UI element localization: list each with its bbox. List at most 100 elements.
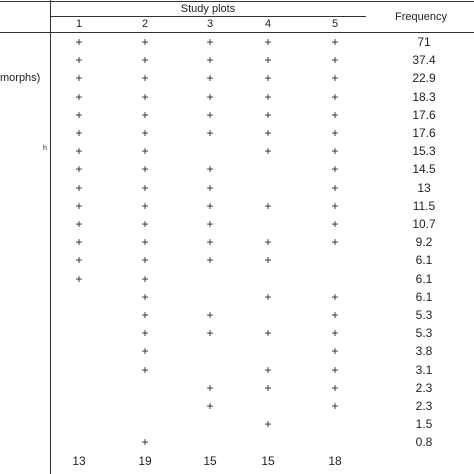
frequency-value: 6.1	[415, 271, 433, 286]
plot-presence-mark: +	[141, 253, 149, 268]
plot-presence-mark: +	[75, 217, 83, 231]
frequency-value: 6.1	[415, 289, 433, 304]
plot-presence-mark: +	[206, 235, 214, 250]
plot-presence-mark: +	[141, 107, 149, 122]
plot-presence-mark: +	[141, 308, 149, 322]
plot-presence-mark: +	[206, 180, 214, 195]
plot-presence-mark: +	[206, 53, 214, 68]
study-plots-heading: Study plots	[180, 3, 236, 15]
plot-presence-mark: +	[141, 217, 149, 231]
plot-presence-mark: +	[75, 144, 83, 159]
plot-presence-mark: +	[264, 107, 272, 122]
plot-presence-mark: +	[331, 107, 339, 122]
header-bottom-rule	[0, 32, 474, 33]
plot-total: 15	[203, 453, 217, 468]
plot-presence-mark: +	[331, 235, 339, 250]
plot-presence-mark: +	[75, 271, 83, 286]
plot-presence-mark: +	[206, 308, 214, 322]
plot-presence-mark: +	[331, 344, 339, 359]
plot-presence-mark: +	[264, 417, 272, 432]
plot-presence-mark: +	[141, 53, 149, 68]
plot-presence-mark: +	[264, 71, 272, 86]
frequency-value: 17.6	[412, 107, 436, 122]
plot-total: 19	[138, 453, 152, 468]
plot-presence-mark: +	[75, 89, 83, 104]
plot-presence-mark: +	[331, 198, 339, 213]
plot-total: 13	[72, 453, 86, 468]
frequency-value: 5.3	[415, 308, 433, 322]
table-top-rule	[0, 1, 474, 2]
plot-presence-mark: +	[331, 89, 339, 104]
plot-presence-mark: +	[141, 35, 149, 49]
frequency-value: 11.5	[412, 198, 436, 213]
plot-total: 15	[261, 453, 275, 468]
plot-presence-mark: +	[75, 253, 83, 268]
plot-presence-mark: +	[331, 53, 339, 68]
plot-presence-mark: +	[141, 71, 149, 86]
frequency-value: 9.2	[415, 235, 433, 250]
frequency-value: 1.5	[415, 417, 433, 432]
plot-presence-mark: +	[75, 126, 83, 140]
frequency-value: 3.1	[415, 362, 433, 377]
plot-presence-mark: +	[75, 235, 83, 250]
plot-presence-mark: +	[264, 326, 272, 341]
plot-presence-mark: +	[141, 144, 149, 159]
frequency-value: 15.3	[412, 144, 436, 159]
plot-presence-mark: +	[264, 198, 272, 213]
plot-presence-mark: +	[75, 162, 83, 177]
frequency-heading: Frequency	[395, 11, 447, 23]
plot-presence-mark: +	[206, 35, 214, 49]
plot-presence-mark: +	[264, 380, 272, 395]
plot-presence-mark: +	[141, 180, 149, 195]
row-label-fragment: h	[43, 145, 47, 153]
plot-presence-mark: +	[264, 53, 272, 68]
plot-number-header: 3	[206, 18, 214, 30]
plot-presence-mark: +	[264, 144, 272, 159]
plot-number-header: 5	[331, 18, 339, 30]
plot-presence-mark: +	[141, 271, 149, 286]
plot-presence-mark: +	[331, 162, 339, 177]
plot-presence-mark: +	[331, 144, 339, 159]
frequency-value: 71	[417, 35, 431, 49]
frequency-value: 2.3	[415, 380, 433, 395]
plot-presence-mark: +	[264, 235, 272, 250]
plot-presence-mark: +	[206, 162, 214, 177]
plot-presence-mark: +	[141, 289, 149, 304]
plot-presence-mark: +	[331, 362, 339, 377]
plot-presence-mark: +	[141, 126, 149, 140]
plot-presence-mark: +	[331, 308, 339, 322]
plot-presence-mark: +	[264, 126, 272, 140]
plot-presence-mark: +	[206, 326, 214, 341]
frequency-value: 18.3	[412, 89, 436, 104]
plot-presence-mark: +	[331, 71, 339, 86]
frequency-value: 5.3	[415, 326, 433, 341]
plot-presence-mark: +	[206, 380, 214, 395]
frequency-value: 3.8	[415, 344, 433, 359]
frequency-value: 6.1	[415, 253, 433, 268]
frequency-value: 2.3	[415, 399, 433, 413]
frequency-value: 14.5	[412, 162, 436, 177]
column-divider	[50, 0, 51, 474]
header-group-rule	[50, 16, 366, 17]
plot-presence-mark: +	[75, 198, 83, 213]
plot-presence-mark: +	[141, 344, 149, 359]
plot-presence-mark: +	[331, 326, 339, 341]
frequency-value: 17.6	[412, 126, 436, 140]
plot-presence-mark: +	[75, 53, 83, 68]
plot-presence-mark: +	[331, 180, 339, 195]
plot-presence-mark: +	[141, 435, 149, 450]
frequency-value: 10.7	[412, 217, 436, 231]
plot-presence-mark: +	[264, 253, 272, 268]
plot-presence-mark: +	[141, 89, 149, 104]
plot-presence-mark: +	[264, 289, 272, 304]
frequency-value: 0.8	[415, 435, 433, 450]
plot-presence-mark: +	[206, 198, 214, 213]
frequency-value: 22.9	[412, 71, 436, 86]
plot-presence-mark: +	[141, 198, 149, 213]
plot-presence-mark: +	[206, 71, 214, 86]
plot-presence-mark: +	[331, 35, 339, 49]
plot-presence-mark: +	[75, 180, 83, 195]
plot-presence-mark: +	[206, 399, 214, 413]
plot-presence-mark: +	[264, 89, 272, 104]
